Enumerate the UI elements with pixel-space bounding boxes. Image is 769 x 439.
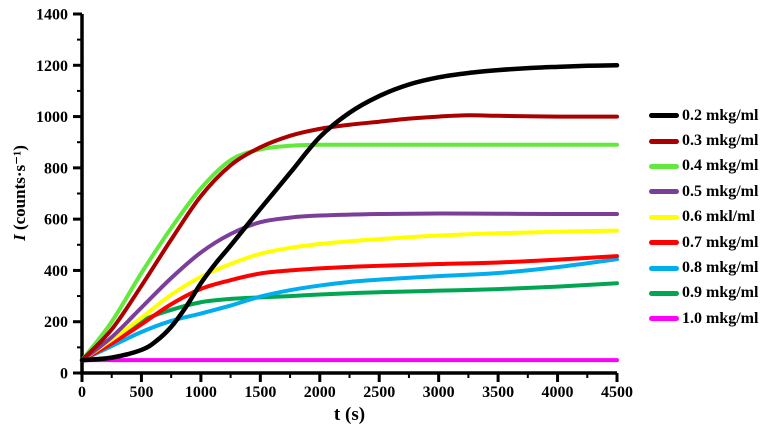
x-tick-label: 2500	[363, 384, 395, 401]
x-tick-label: 4000	[542, 384, 574, 401]
legend-item-0-9-mkg-ml: 0.9 mkg/ml	[649, 281, 758, 306]
series-line-0-2-mkg-ml	[79, 63, 620, 363]
y-tick-label: 400	[44, 263, 68, 280]
x-axis-title: t (s)	[333, 404, 366, 425]
legend-swatch-0-9-mkg-ml	[649, 290, 679, 296]
y-tick-label: 0	[60, 366, 68, 383]
y-axis-title-symbol: I	[10, 234, 29, 241]
legend-label-0-5-mkg-ml: 0.5 mkg/ml	[682, 182, 759, 200]
y-tick-label: 1200	[36, 58, 68, 75]
legend-item-1-0-mkg-ml: 1.0 mkg/ml	[649, 306, 758, 331]
legend-item-0-5-mkg-ml: 0.5 mkg/ml	[649, 179, 758, 204]
y-tick-label: 200	[44, 314, 68, 331]
legend-label-0-9-mkg-ml: 0.9 mkg/ml	[682, 284, 759, 302]
legend-label-0-8-mkg-ml: 0.8 mkg/ml	[682, 259, 759, 277]
legend-label-0-6-mkl-ml: 0.6 mkl/ml	[682, 208, 755, 226]
legend-swatch-0-6-mkl-ml	[649, 214, 679, 220]
legend-item-0-4-mkg-ml: 0.4 mkg/ml	[649, 154, 758, 179]
x-tick-label: 3500	[482, 384, 514, 401]
legend-label-0-4-mkg-ml: 0.4 mkg/ml	[682, 157, 759, 175]
y-tick-label: 1400	[36, 7, 68, 24]
series-line-0-4-mkg-ml	[80, 142, 619, 363]
series-line-0-7-mkg-ml	[80, 254, 619, 363]
x-tick-label: 2000	[304, 384, 336, 401]
legend-item-0-3-mkg-ml: 0.3 mkg/ml	[649, 128, 758, 153]
legend-label-0-7-mkg-ml: 0.7 mkg/ml	[682, 233, 759, 251]
legend: 0.2 mkg/ml 0.3 mkg/ml 0.4 mkg/ml 0.5 mkg/ml…	[649, 103, 758, 332]
legend-swatch-0-2-mkg-ml	[649, 113, 679, 119]
y-tick-label: 1000	[36, 109, 68, 126]
legend-label-0-3-mkg-ml: 0.3 mkg/ml	[682, 132, 759, 150]
legend-label-1-0-mkg-ml: 1.0 mkg/ml	[682, 309, 759, 327]
legend-swatch-0-7-mkg-ml	[649, 240, 679, 246]
x-tick-label: 0	[78, 384, 86, 401]
series-line-0-3-mkg-ml	[80, 113, 619, 363]
y-axis-title: I (counts·s⁻¹)	[10, 145, 30, 241]
legend-swatch-1-0-mkg-ml	[649, 316, 679, 322]
y-tick-label: 600	[44, 212, 68, 229]
y-axis-title-units: (counts·s⁻¹)	[10, 145, 29, 235]
legend-item-0-8-mkg-ml: 0.8 mkg/ml	[649, 255, 758, 280]
legend-label-0-2-mkg-ml: 0.2 mkg/ml	[682, 106, 759, 124]
legend-swatch-0-4-mkg-ml	[649, 163, 679, 169]
legend-swatch-0-3-mkg-ml	[649, 138, 679, 144]
series-line-0-5-mkg-ml	[80, 211, 619, 363]
series-line-0-8-mkg-ml	[80, 257, 619, 363]
x-tick-label: 500	[129, 384, 153, 401]
legend-swatch-0-8-mkg-ml	[649, 265, 679, 271]
x-tick-label: 4500	[601, 384, 633, 401]
legend-item-0-7-mkg-ml: 0.7 mkg/ml	[649, 230, 758, 255]
x-tick-label: 1500	[244, 384, 276, 401]
legend-swatch-0-5-mkg-ml	[649, 189, 679, 195]
x-tick-label: 3000	[423, 384, 455, 401]
series-line-0-9-mkg-ml	[80, 281, 619, 363]
series-line-0-6-mkl-ml	[80, 228, 619, 363]
legend-item-0-6-mkl-ml: 0.6 mkl/ml	[649, 205, 758, 230]
x-tick-label: 1000	[185, 384, 217, 401]
legend-item-0-2-mkg-ml: 0.2 mkg/ml	[649, 103, 758, 128]
y-tick-label: 800	[44, 160, 68, 177]
